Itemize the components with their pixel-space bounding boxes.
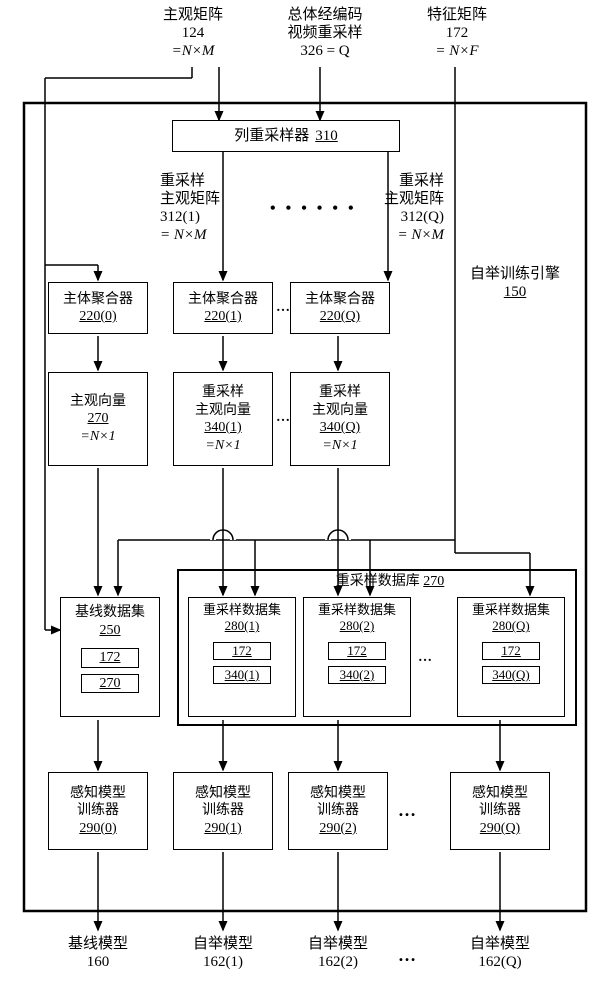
trainer-Q: 感知模型 训练器 290(Q) bbox=[450, 772, 550, 850]
aggregator-Q: 主体聚合器 220(Q) bbox=[290, 282, 390, 334]
aggregator-0: 主体聚合器 220(0) bbox=[48, 282, 148, 334]
dots-trainer: … bbox=[398, 800, 419, 821]
resample-ds-Q: 重采样数据集 280(Q) 172 340(Q) bbox=[457, 597, 565, 717]
resample-matrix-right: 重采样 主观矩阵 312(Q) = N×M bbox=[356, 172, 444, 244]
output-baseline: 基线模型 160 bbox=[58, 935, 138, 971]
trainer-1: 感知模型 训练器 290(1) bbox=[173, 772, 273, 850]
output-m2: 自举模型 162(2) bbox=[298, 935, 378, 971]
trainer-0: 感知模型 训练器 290(0) bbox=[48, 772, 148, 850]
resample-db-label: 重采样数据库 270 bbox=[300, 574, 480, 591]
vector-1: 重采样 主观向量 340(1) =N×1 bbox=[173, 372, 273, 466]
resample-ds-2: 重采样数据集 280(2) 172 340(2) bbox=[303, 597, 411, 717]
engine-label: 自举训练引擎 150 bbox=[460, 265, 570, 301]
input-left-label: 主观矩阵 124 =N×M bbox=[150, 6, 236, 60]
output-m1: 自举模型 162(1) bbox=[183, 935, 263, 971]
resample-ds-1: 重采样数据集 280(1) 172 340(1) bbox=[188, 597, 296, 717]
col-resampler-box: 列重采样器 310 bbox=[172, 120, 400, 152]
vector-0: 主观向量 270 =N×1 bbox=[48, 372, 148, 466]
input-right-label: 特征矩阵 172 = N×F bbox=[412, 6, 502, 60]
output-mQ: 自举模型 162(Q) bbox=[460, 935, 540, 971]
diagram-canvas: 主观矩阵 124 =N×M 总体经编码 视频重采样 326 = Q 特征矩阵 1… bbox=[0, 0, 610, 1000]
baseline-dataset: 基线数据集 250 172 270 bbox=[60, 597, 160, 717]
trainer-2: 感知模型 训练器 290(2) bbox=[288, 772, 388, 850]
dots-output: … bbox=[398, 945, 419, 966]
resample-matrix-left: 重采样 主观矩阵 312(1) = N×M bbox=[160, 172, 248, 244]
aggregator-1: 主体聚合器 220(1) bbox=[173, 282, 273, 334]
vector-Q: 重采样 主观向量 340(Q) =N×1 bbox=[290, 372, 390, 466]
dots-resampler: • • • • • • bbox=[270, 200, 357, 218]
dots-rds: … bbox=[418, 650, 435, 666]
input-mid-label: 总体经编码 视频重采样 326 = Q bbox=[270, 6, 380, 60]
